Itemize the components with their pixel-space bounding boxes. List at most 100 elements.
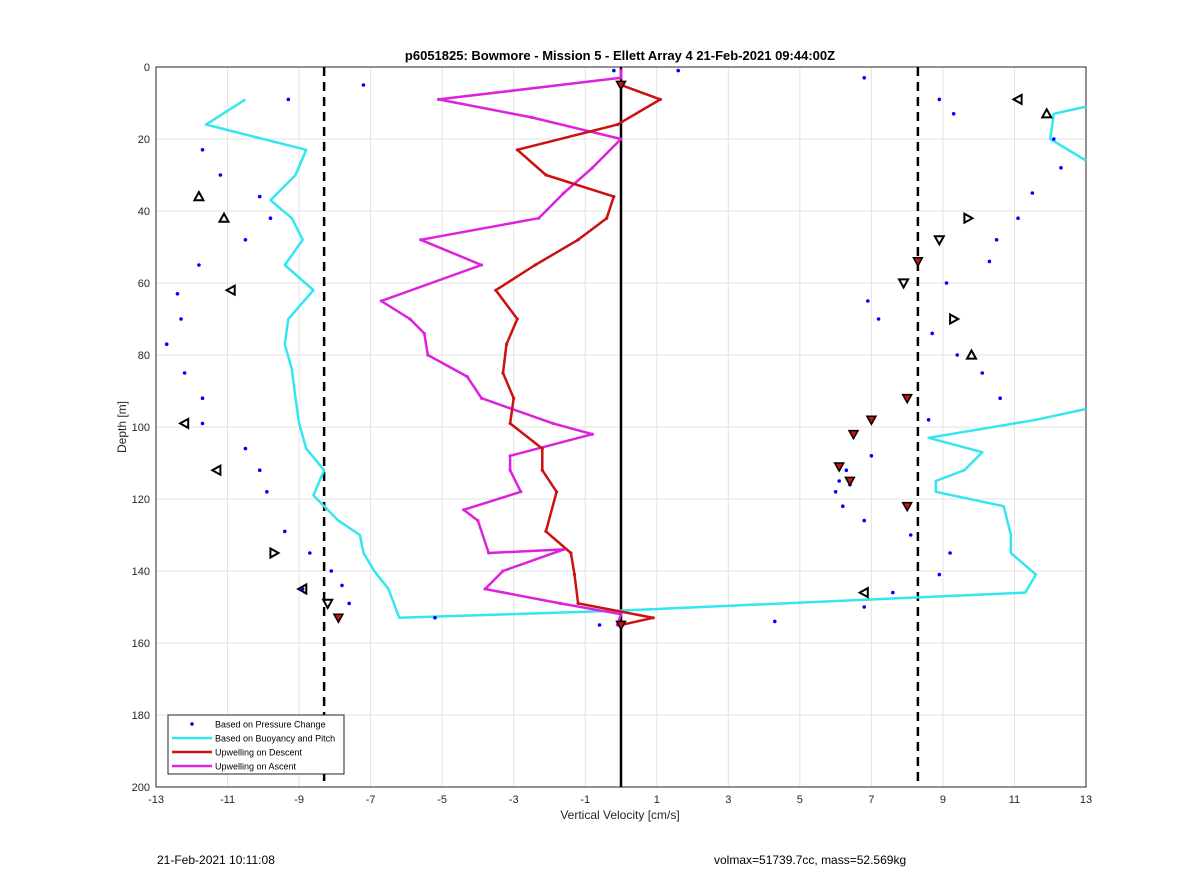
upwelling-ascent-point	[619, 137, 623, 141]
upwelling-ascent-point	[558, 601, 562, 606]
pressure-change-point	[182, 371, 187, 375]
legend-label: Upwelling on Ascent	[215, 762, 297, 772]
upwelling-ascent-point	[508, 468, 512, 472]
upwelling-descent-point	[494, 288, 498, 292]
upwelling-descent-point	[540, 447, 544, 451]
upwelling-ascent-point	[465, 375, 469, 379]
x-tick-label: -3	[509, 794, 519, 806]
buoyancy-pitch-line	[204, 98, 1087, 620]
pressure-change-point	[866, 299, 870, 303]
pressure-change-point	[998, 396, 1002, 401]
descent-triangle-marker	[615, 620, 627, 632]
pressure-change-point	[340, 583, 344, 588]
legend: Based on Pressure Change Based on Buoyanc…	[167, 714, 345, 775]
x-tick-label: 3	[725, 794, 731, 806]
legend-label: Based on Pressure Change	[215, 720, 326, 730]
upwelling-ascent-point	[436, 97, 441, 101]
upwelling-ascent-point	[537, 216, 541, 220]
upwelling-ascent-line	[380, 70, 623, 626]
y-tick-label: 40	[138, 206, 150, 218]
pressure-change-point	[200, 421, 205, 426]
upwelling-descent-point	[501, 371, 505, 375]
hollow-triangle-marker	[178, 417, 190, 430]
pressure-change-point	[164, 342, 169, 347]
x-tick-label: -11	[220, 794, 235, 806]
descent-triangle-marker	[615, 80, 627, 92]
upwelling-ascent-point	[551, 421, 555, 425]
upwelling-ascent-point	[479, 396, 484, 400]
x-tick-label: -5	[437, 794, 447, 806]
footer-timestamp: 21-Feb-2021 10:11:08	[157, 853, 275, 867]
upwelling-descent-point	[515, 317, 519, 321]
upwelling-ascent-point	[379, 299, 383, 303]
upwelling-descent-point	[615, 123, 620, 127]
pressure-change-point	[268, 216, 273, 220]
pressure-change-point	[844, 468, 849, 473]
hollow-triangle-marker	[963, 212, 975, 225]
pressure-change-point	[994, 238, 999, 242]
y-tick-label: 160	[132, 638, 150, 650]
legend-pressure-swatch	[190, 722, 194, 726]
pressure-change-point	[243, 238, 248, 242]
y-tick-label: 100	[132, 422, 150, 434]
pressure-change-point	[200, 148, 205, 152]
pressure-change-point	[980, 371, 985, 375]
pressure-change-point	[833, 490, 838, 494]
pressure-change-point	[862, 76, 867, 80]
pressure-change-point	[282, 529, 287, 534]
upwelling-ascent-point	[479, 263, 484, 267]
x-tick-label: 9	[940, 794, 946, 806]
upwelling-ascent-point	[487, 551, 491, 555]
pressure-change-point	[265, 490, 269, 494]
descent-triangle-marker	[901, 393, 913, 405]
y-tick-label: 120	[132, 494, 150, 506]
upwelling-ascent-point	[476, 519, 480, 523]
pressure-change-point	[308, 551, 312, 555]
upwelling-descent-point	[605, 216, 609, 220]
pressure-change-point	[955, 353, 960, 357]
pressure-change-point	[286, 97, 291, 102]
pressure-change-point	[257, 194, 262, 199]
upwelling-ascent-point	[419, 238, 423, 242]
pressure-change-point	[926, 418, 931, 422]
upwelling-descent-point	[555, 490, 559, 494]
x-tick-label: 7	[868, 794, 874, 806]
pressure-change-point	[891, 590, 895, 595]
y-tick-label: 0	[144, 62, 150, 74]
legend-label: Upwelling on Descent	[215, 748, 303, 758]
pressure-change-point	[218, 173, 223, 177]
pressure-change-point	[612, 68, 616, 73]
pressure-change-point	[948, 551, 952, 555]
upwelling-ascent-point	[508, 454, 512, 458]
hollow-triangle-marker	[296, 582, 308, 596]
x-tick-label: -7	[366, 794, 376, 806]
upwelling-ascent-point	[462, 508, 466, 512]
pressure-change-point	[179, 317, 183, 321]
upwelling-descent-point	[572, 573, 577, 577]
upwelling-descent-point	[576, 601, 580, 606]
pressure-change-point	[837, 479, 841, 483]
pressure-change-point	[869, 454, 874, 458]
pressure-change-point	[908, 533, 913, 537]
descent-triangle-marker	[847, 429, 860, 441]
upwelling-ascent-point	[408, 317, 412, 321]
pressure-change-point	[200, 396, 205, 401]
hollow-triangle-marker	[269, 546, 281, 560]
descent-triangle-marker	[912, 257, 924, 268]
hollow-triangle-marker	[1011, 93, 1023, 106]
footer-volmax-mass: volmax=51739.7cc, mass=52.569kg	[714, 853, 907, 867]
upwelling-descent-point	[658, 97, 662, 101]
upwelling-ascent-point	[562, 191, 566, 195]
pressure-change-point	[347, 601, 351, 606]
y-tick-label: 80	[138, 350, 150, 362]
pressure-change-point	[930, 331, 934, 336]
y-tick-label: 60	[138, 278, 150, 290]
upwelling-descent-point	[544, 173, 548, 177]
pressure-change-point	[951, 112, 956, 116]
upwelling-descent-point	[651, 616, 655, 620]
upwelling-ascent-point	[529, 115, 534, 119]
upwelling-descent-line	[494, 83, 662, 627]
pressure-change-point	[987, 259, 992, 264]
y-tick-label: 200	[132, 782, 150, 794]
